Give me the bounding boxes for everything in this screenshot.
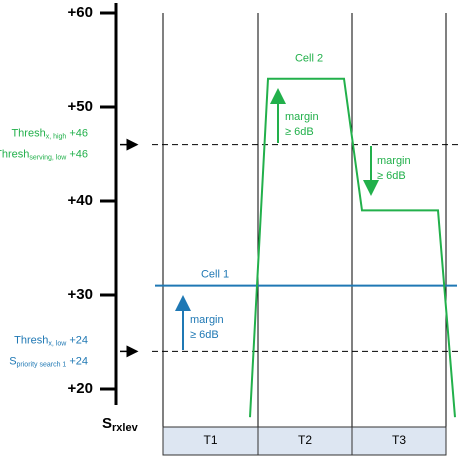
y-tick-label: +30 <box>68 286 93 303</box>
threshold-label-value: +46 <box>69 128 88 140</box>
threshold-label-text: Thresh <box>11 128 45 140</box>
margin-label: margin <box>285 111 319 123</box>
interval-label: T3 <box>392 433 406 447</box>
threshold-label-sub: x, low <box>48 340 67 347</box>
threshold-label: Spriority search 1 +24 <box>9 355 88 368</box>
interval-box <box>351 426 447 456</box>
threshold-label-text: Thresh <box>0 149 29 161</box>
threshold-label-sub: x, high <box>46 133 67 140</box>
threshold-label: Threshx, high +46 <box>11 128 88 141</box>
margin-label: ≥ 6dB <box>190 329 219 341</box>
margin-label: ≥ 6dB <box>377 170 406 182</box>
y-tick-label: +20 <box>68 380 93 397</box>
threshold-label-sub: priority search 1 <box>17 361 67 368</box>
interval-label: T1 <box>203 433 217 447</box>
y-tick-label: +40 <box>68 192 93 209</box>
cell1-label: Cell 1 <box>201 269 229 281</box>
margin-label: margin <box>377 155 411 167</box>
threshold-label: Threshserving, low+46 <box>0 149 88 162</box>
margin-label: margin <box>190 314 224 326</box>
cell2-line <box>249 77 456 418</box>
threshold-label-value: +46 <box>69 149 88 161</box>
threshold-label: Threshx, low +24 <box>14 334 88 347</box>
threshold-label-sub: serving, low <box>29 154 67 161</box>
threshold-label-value: +24 <box>69 355 88 367</box>
y-tick-label: +50 <box>68 98 93 115</box>
y-axis-label-main: S <box>102 415 112 432</box>
margin-label: ≥ 6dB <box>285 126 314 138</box>
interval-box <box>257 426 353 456</box>
interval-label: T2 <box>298 433 312 447</box>
y-axis-label-sub: rxlev <box>112 422 139 434</box>
y-tick-label: +60 <box>68 4 93 21</box>
cell2-label: Cell 2 <box>295 53 323 65</box>
threshold-label-value: +24 <box>69 334 88 346</box>
threshold-label-text: S <box>9 355 16 367</box>
y-axis-label: Srxlev <box>102 415 139 434</box>
threshold-label-text: Thresh <box>14 334 48 346</box>
